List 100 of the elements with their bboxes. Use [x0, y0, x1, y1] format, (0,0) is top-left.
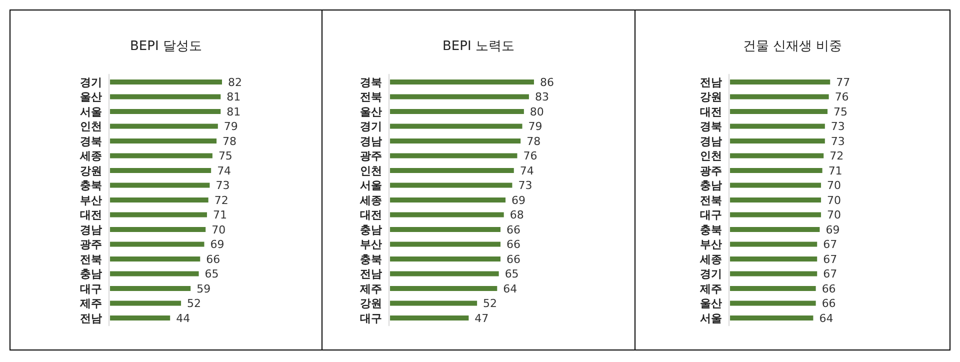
bar — [110, 168, 212, 173]
bar — [390, 242, 500, 247]
y-tick-label: 경북 — [80, 134, 102, 148]
y-tick-label: 광주 — [700, 164, 722, 178]
data-label: 66 — [822, 282, 836, 296]
bar — [730, 212, 822, 218]
bar — [110, 153, 212, 158]
y-tick-label: 부산 — [360, 238, 382, 252]
bar — [730, 80, 830, 84]
y-tick-label: 인천 — [360, 164, 382, 178]
data-label: 86 — [540, 76, 554, 89]
bar — [390, 182, 512, 188]
chart-title: BEPI 달성도 — [130, 39, 202, 54]
y-tick-label: 충북 — [80, 179, 102, 192]
bar — [730, 153, 824, 158]
bar — [390, 124, 522, 129]
bar — [730, 138, 825, 144]
data-label: 83 — [534, 90, 549, 104]
data-label: 69 — [210, 238, 224, 252]
y-tick-label: 경기 — [80, 76, 102, 89]
y-tick-label: 경북 — [700, 120, 722, 134]
data-label: 77 — [836, 76, 850, 89]
bar — [110, 227, 206, 232]
bar — [110, 124, 218, 129]
data-label: 73 — [216, 179, 230, 192]
chart-title: 건물 신재생 비중 — [742, 39, 842, 54]
bar — [390, 227, 500, 232]
y-tick-label: 전남 — [360, 268, 382, 281]
data-label: 67 — [823, 238, 838, 252]
bar — [110, 242, 204, 247]
data-label: 68 — [510, 208, 524, 222]
bar — [730, 109, 828, 114]
bar — [390, 300, 478, 306]
data-label: 71 — [828, 164, 842, 178]
data-label: 73 — [830, 120, 845, 134]
data-label: 70 — [212, 223, 226, 236]
y-tick-label: 경북 — [360, 76, 382, 89]
y-tick-label: 충남 — [80, 268, 102, 281]
data-label: 65 — [504, 268, 519, 281]
bar — [110, 286, 191, 291]
y-tick-label: 제주 — [359, 282, 382, 296]
bar — [390, 256, 500, 262]
bar — [390, 109, 524, 114]
data-label: 70 — [827, 208, 842, 222]
data-label: 78 — [526, 134, 541, 148]
data-label: 82 — [228, 76, 242, 89]
data-label: 70 — [827, 179, 842, 192]
y-tick-label: 제주 — [79, 297, 102, 310]
y-tick-label: 충북 — [700, 223, 722, 236]
data-label: 74 — [217, 164, 232, 178]
chart-title: BEPI 노력도 — [442, 39, 514, 54]
bar — [730, 300, 816, 306]
bar — [730, 286, 816, 291]
data-label: 70 — [827, 194, 842, 207]
data-label: 74 — [520, 164, 534, 178]
bar — [730, 227, 820, 232]
y-tick-label: 대구 — [700, 208, 722, 222]
y-tick-label: 대전 — [80, 208, 102, 222]
y-tick-label: 경남 — [360, 134, 382, 148]
y-tick-label: 대전 — [360, 208, 382, 222]
bar — [110, 300, 182, 306]
data-label: 81 — [226, 105, 241, 118]
data-label: 64 — [503, 282, 518, 296]
bar — [730, 271, 818, 276]
y-tick-label: 경남 — [80, 223, 102, 236]
y-tick-label: 제주 — [699, 282, 722, 296]
y-tick-label: 대전 — [700, 105, 722, 118]
bar — [390, 271, 499, 276]
y-tick-label: 경기 — [700, 268, 722, 281]
data-label: 80 — [530, 105, 544, 118]
bar — [730, 124, 825, 129]
y-tick-label: 충북 — [360, 252, 382, 266]
bar — [110, 212, 207, 218]
data-label: 64 — [819, 312, 834, 325]
y-tick-label: 서울 — [700, 312, 722, 325]
bar — [390, 286, 498, 291]
y-tick-label: 인천 — [80, 120, 102, 134]
bar — [730, 242, 818, 247]
bar — [110, 198, 208, 202]
data-label: 65 — [204, 268, 219, 281]
bar — [730, 168, 822, 173]
y-tick-label: 전남 — [700, 76, 722, 89]
y-tick-label: 전북 — [360, 90, 382, 104]
bar — [390, 153, 518, 158]
data-label: 67 — [823, 252, 838, 266]
y-tick-label: 부산 — [700, 238, 722, 252]
y-tick-label: 세종 — [359, 194, 382, 207]
data-label: 76 — [523, 150, 538, 163]
y-tick-label: 경남 — [700, 134, 722, 148]
data-label: 71 — [212, 208, 227, 222]
bar — [110, 109, 221, 114]
bar — [110, 138, 217, 144]
bar — [390, 94, 529, 100]
data-label: 69 — [512, 194, 526, 207]
y-tick-label: 강원 — [80, 164, 102, 178]
y-tick-label: 충남 — [360, 223, 382, 236]
data-label: 81 — [226, 90, 241, 104]
data-label: 72 — [830, 150, 844, 163]
bar — [390, 316, 469, 320]
bar — [390, 168, 514, 173]
